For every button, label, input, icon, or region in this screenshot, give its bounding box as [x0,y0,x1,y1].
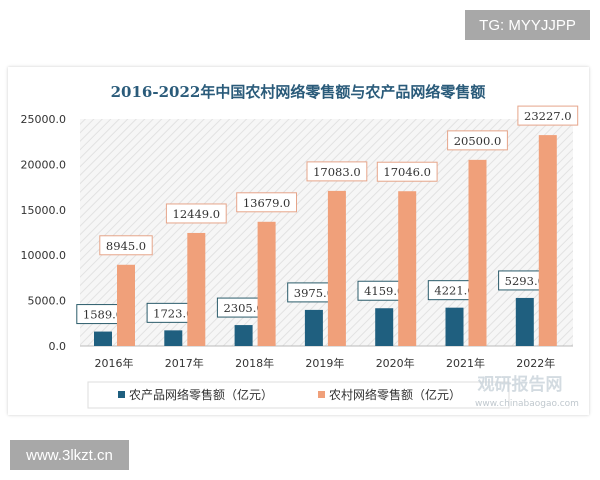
x-tick-label: 2022年 [516,356,555,370]
y-tick-label: 25000.0 [21,113,67,126]
y-tick-label: 20000.0 [21,158,67,171]
bar-agri [164,330,183,346]
x-tick-label: 2017年 [165,356,204,370]
legend-label: 农产品网络零售额（亿元） [129,387,273,402]
bar-rural [257,221,276,346]
data-label-box [376,161,438,182]
data-label: 13679.0 [243,196,291,210]
data-label: 20500.0 [454,134,502,148]
legend [87,381,510,409]
bar-rural [187,232,206,346]
bar-agri [304,309,323,346]
bar-rural [327,190,346,346]
bar-agri [94,331,112,346]
data-label: 2305.0 [223,301,263,315]
data-label-box [306,161,368,182]
data-label: 4159.0 [364,284,404,298]
x-tick-label: 2019年 [305,356,344,370]
legend-label: 农村网络零售额（亿元） [329,387,461,402]
tg-label: TG: MYYJJPP [465,10,590,40]
data-label: 17046.0 [383,165,431,179]
watermark-url: www.chinabaogao.com [475,399,579,409]
x-tick-label: 2021年 [446,356,485,370]
bar-rural [538,135,557,346]
data-label: 1723.0 [153,306,193,320]
data-label-box [165,203,227,224]
x-tick-label: 2020年 [376,356,415,370]
y-tick-label: 15000.0 [21,204,67,217]
data-label: 17083.0 [313,165,361,179]
y-tick-label: 0.0 [49,340,67,353]
bar-agri [234,325,253,346]
chart-title: 2016-2022年中国农村网络零售额与农产品网络零售额 [111,83,486,101]
y-tick-label: 10000.0 [21,249,67,262]
bar-agri [515,297,534,346]
data-label: 12449.0 [173,207,221,221]
data-label: 8945.0 [106,239,146,253]
data-label: 3975.0 [294,286,334,300]
x-tick-label: 2018年 [235,356,274,370]
data-label: 23227.0 [524,109,572,123]
data-label: 4221.0 [434,284,474,298]
bar-agri [445,307,464,346]
data-label-box [447,130,508,151]
data-label: 5293.0 [505,274,545,288]
watermark-name: 观研报告网 [477,374,563,395]
legend-swatch [318,391,325,398]
y-tick-label: 5000.0 [28,295,67,308]
bar-rural [117,264,135,346]
site-label: www.3lkzt.cn [10,440,129,470]
data-label-box [236,192,297,213]
legend-swatch [118,391,125,398]
data-label: 1589.0 [83,308,123,322]
data-label-box [99,235,153,256]
x-tick-label: 2016年 [95,356,134,370]
bar-rural [398,191,417,346]
data-label-box [517,105,579,126]
bar-rural [468,159,487,346]
bar-agri [375,308,394,346]
